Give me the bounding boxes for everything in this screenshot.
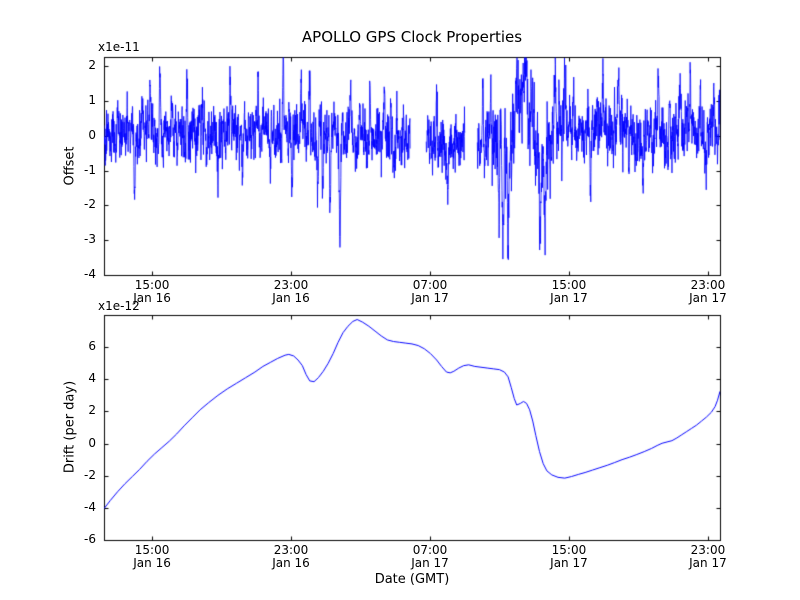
x-tick-label: 15:00 Jan 17 — [550, 543, 588, 570]
y-tick-label: 1 — [88, 92, 96, 107]
x-tick-label: 15:00 Jan 16 — [133, 543, 171, 570]
y-tick-label: -2 — [84, 467, 96, 482]
drift-scale-label: x1e-12 — [98, 299, 140, 313]
y-tick-label: 6 — [88, 339, 96, 354]
y-tick-label: -3 — [84, 232, 96, 247]
x-tick-label: 23:00 Jan 17 — [689, 543, 727, 570]
y-tick-label: -6 — [84, 532, 96, 546]
y-tick-label: -4 — [84, 267, 96, 281]
x-tick-label: 15:00 Jan 17 — [550, 278, 588, 305]
y-tick-label: 2 — [88, 58, 96, 73]
x-tick-label: 07:00 Jan 17 — [411, 278, 449, 305]
x-tick-label: 23:00 Jan 16 — [272, 278, 310, 305]
offset-scale-label: x1e-11 — [98, 40, 140, 54]
y-tick-label: -1 — [84, 162, 96, 177]
date-axis-label: Date (GMT) — [374, 572, 450, 587]
x-tick-label: 23:00 Jan 17 — [689, 278, 727, 305]
y-tick-label: -2 — [84, 197, 96, 212]
x-tick-label: 15:00 Jan 16 — [133, 278, 171, 305]
y-tick-label: 0 — [88, 127, 96, 142]
y-tick-label: 2 — [88, 403, 96, 418]
y-tick-label: 4 — [88, 371, 96, 386]
y-tick-label: -4 — [84, 499, 96, 514]
y-tick-label: 0 — [88, 435, 96, 450]
drift-axis-label: Drift (per day) — [62, 380, 78, 474]
chart-title: APOLLO GPS Clock Properties — [301, 28, 523, 46]
x-tick-label: 07:00 Jan 17 — [411, 543, 449, 570]
x-tick-label: 23:00 Jan 16 — [272, 543, 310, 570]
